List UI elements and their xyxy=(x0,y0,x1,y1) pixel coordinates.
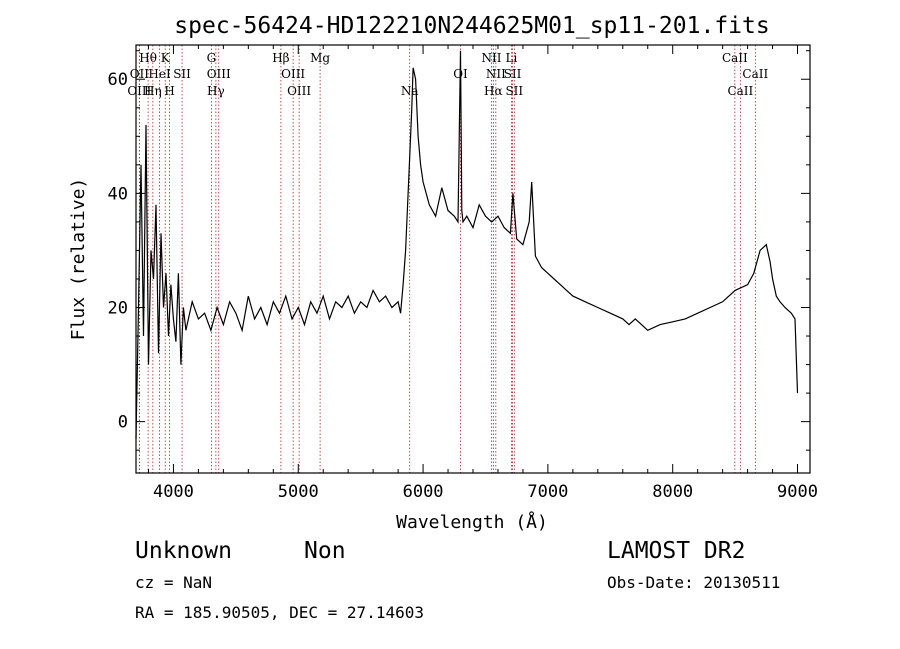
x-tick-label-2: 6000 xyxy=(403,482,444,502)
line-label-0: Hθ xyxy=(139,51,157,65)
x-tick-label-1: 5000 xyxy=(278,482,319,502)
line-label-25: CaII xyxy=(727,84,753,98)
y-axis: 0 20 40 60 xyxy=(108,50,810,451)
x-tick-label-0: 4000 xyxy=(153,482,194,502)
line-label-3: K xyxy=(161,51,171,65)
line-label-13: OIII xyxy=(287,84,311,98)
line-label-15: Na xyxy=(401,84,419,98)
line-label-10: Hγ xyxy=(207,84,225,98)
line-label-12: OIII xyxy=(281,67,305,81)
y-tick-label-3: 60 xyxy=(108,70,128,90)
line-label-5: Hη xyxy=(144,84,162,98)
coordinates: RA = 185.90505, DEC = 27.14603 xyxy=(135,603,424,622)
y-tick-label-0: 0 xyxy=(118,413,128,433)
line-label-21: SII xyxy=(504,67,522,81)
line-label-17: NII xyxy=(481,51,501,65)
line-label-19: Hα xyxy=(484,84,503,98)
line-label-11: Hβ xyxy=(272,51,289,65)
survey-label: LAMOST DR2 xyxy=(607,538,746,564)
subclass-label: Non xyxy=(304,538,346,564)
line-label-24: CaII xyxy=(742,67,768,81)
x-tick-label-3: 7000 xyxy=(527,482,568,502)
line-label-8: G xyxy=(207,51,217,65)
line-label-20: Li xyxy=(506,51,518,65)
y-tick-label-2: 40 xyxy=(108,184,128,204)
line-label-2: OIII xyxy=(127,84,151,98)
line-label-6: SII xyxy=(173,67,191,81)
line-label-4: HeI xyxy=(148,67,171,81)
plot-frame xyxy=(135,44,811,474)
line-label-22: SII xyxy=(505,84,523,98)
x-axis-label: Wavelength (Å) xyxy=(396,511,548,533)
line-label-1: OII xyxy=(130,67,150,81)
line-label-9: OIII xyxy=(207,67,231,81)
line-label-14: Mg xyxy=(310,51,330,65)
line-label-7: H xyxy=(164,84,174,98)
x-tick-label-4: 8000 xyxy=(652,482,693,502)
class-label: Unknown xyxy=(135,538,232,564)
chart-title: spec-56424-HD122210N244625M01_sp11-201.f… xyxy=(174,13,769,39)
x-axis: 4000 5000 6000 7000 8000 9000 xyxy=(147,45,818,502)
spectral-line-markers xyxy=(138,45,756,473)
spectral-line-labels: Hθ OII OIII K HeI Hη SII H G OIII Hγ Hβ OIII OIII Mg Na… xyxy=(127,51,768,98)
x-tick-label-5: 9000 xyxy=(777,482,818,502)
obs-date: Obs-Date: 20130511 xyxy=(607,573,781,592)
y-axis-label: Flux (relative) xyxy=(68,178,89,341)
cz-value: cz = NaN xyxy=(135,573,213,592)
line-label-23: CaII xyxy=(722,51,748,65)
line-label-18: NII xyxy=(486,67,506,81)
spectrum-series-line xyxy=(135,50,799,439)
y-tick-label-1: 20 xyxy=(108,299,128,319)
